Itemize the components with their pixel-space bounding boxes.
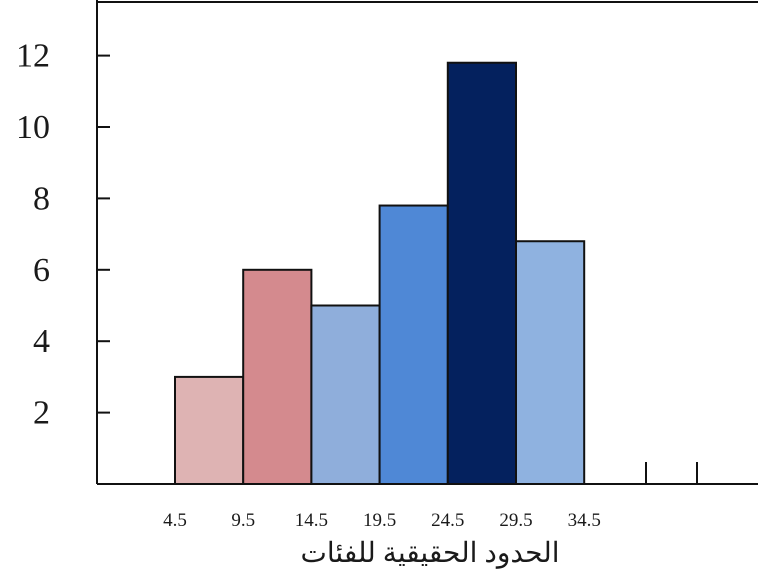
histogram-bar <box>378 204 449 485</box>
y-tick-label: 8 <box>33 180 50 217</box>
x-tick-label: 19.5 <box>363 510 396 531</box>
y-axis-ticks: 2 4 6 8 10 12 <box>16 38 110 432</box>
x-tick-label: 14.5 <box>295 510 328 531</box>
y-tick-label: 12 <box>16 38 50 75</box>
x-tick-label: 4.5 <box>163 510 187 531</box>
x-axis-label: الحدود الحقيقية للفئات <box>301 538 560 569</box>
histogram-bars <box>174 61 586 486</box>
histogram-bar <box>310 304 381 485</box>
x-axis-ticks: 4.5 9.5 14.5 19.5 24.5 29.5 34.5 <box>163 510 601 531</box>
x-tick-label: 24.5 <box>431 510 464 531</box>
y-tick-label: 6 <box>33 252 50 289</box>
histogram-bar <box>174 375 245 485</box>
x-tick-label: 9.5 <box>231 510 255 531</box>
histogram-bar <box>242 268 313 485</box>
histogram-bar <box>515 240 586 485</box>
y-tick-label: 10 <box>16 109 50 146</box>
x-tick-label: 34.5 <box>568 510 601 531</box>
y-tick-label: 4 <box>33 323 50 360</box>
histogram-bar <box>446 61 517 486</box>
y-tick-label: 2 <box>33 395 50 432</box>
x-tick-label: 29.5 <box>499 510 532 531</box>
